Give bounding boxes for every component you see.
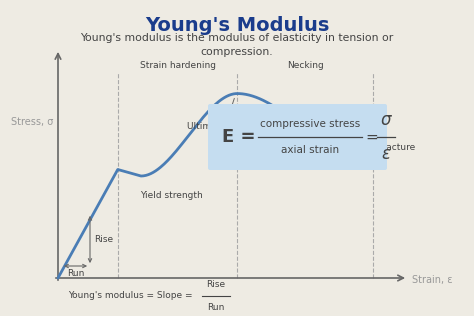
- Text: Run: Run: [67, 269, 84, 278]
- Text: compressive stress: compressive stress: [260, 119, 360, 129]
- Text: Necking: Necking: [287, 61, 324, 70]
- Text: Strain hardening: Strain hardening: [139, 61, 216, 70]
- FancyBboxPatch shape: [208, 104, 387, 170]
- Text: =: =: [365, 130, 378, 144]
- Text: Rise: Rise: [207, 280, 226, 289]
- Text: σ: σ: [381, 111, 391, 129]
- Text: ε: ε: [382, 145, 391, 163]
- Text: Strain, ε: Strain, ε: [412, 275, 453, 285]
- Text: Rise: Rise: [94, 235, 113, 244]
- Text: Run: Run: [207, 303, 225, 312]
- Text: Ultimate strength: Ultimate strength: [187, 122, 267, 131]
- Text: E =: E =: [222, 128, 255, 146]
- Text: Yield strength: Yield strength: [140, 191, 202, 200]
- Text: Young's modulus = Slope =: Young's modulus = Slope =: [68, 291, 195, 301]
- Text: Stress, σ: Stress, σ: [10, 117, 53, 127]
- Text: Young's modulus is the modulus of elasticity in tension or
compression.: Young's modulus is the modulus of elasti…: [81, 33, 393, 57]
- Text: Fracture: Fracture: [378, 143, 416, 152]
- Text: axial strain: axial strain: [281, 145, 339, 155]
- Text: Young's Modulus: Young's Modulus: [145, 16, 329, 35]
